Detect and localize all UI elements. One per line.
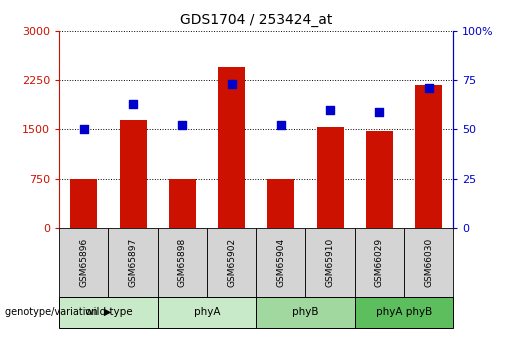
Text: wild type: wild type (84, 307, 132, 317)
Text: genotype/variation  ▶: genotype/variation ▶ (5, 307, 112, 317)
FancyBboxPatch shape (355, 297, 453, 328)
Text: GSM65898: GSM65898 (178, 238, 187, 287)
Point (375, 109, 384, 115)
Point (178, 123, 186, 128)
Text: GSM65897: GSM65897 (129, 238, 138, 287)
Bar (218, 67, 245, 228)
Bar (317, 127, 344, 228)
FancyBboxPatch shape (59, 228, 109, 297)
Title: GDS1704 / 253424_at: GDS1704 / 253424_at (180, 13, 332, 27)
Bar (366, 131, 393, 228)
Text: phyA phyB: phyA phyB (376, 307, 432, 317)
FancyBboxPatch shape (158, 228, 207, 297)
FancyBboxPatch shape (256, 228, 305, 297)
Text: GSM65896: GSM65896 (79, 238, 89, 287)
Bar (415, 85, 442, 228)
Bar (119, 119, 147, 228)
Bar (71, 178, 97, 228)
Text: phyB: phyB (292, 307, 319, 317)
Point (424, 85, 433, 91)
FancyBboxPatch shape (305, 228, 355, 297)
Text: GSM65910: GSM65910 (325, 238, 335, 287)
Text: GSM66029: GSM66029 (375, 238, 384, 287)
FancyBboxPatch shape (256, 297, 355, 328)
Text: GSM65902: GSM65902 (227, 238, 236, 287)
Point (228, 81, 236, 87)
Point (326, 107, 334, 112)
Text: phyA: phyA (194, 307, 220, 317)
FancyBboxPatch shape (59, 297, 158, 328)
FancyBboxPatch shape (207, 228, 256, 297)
Point (129, 101, 137, 107)
Text: GSM66030: GSM66030 (424, 238, 433, 287)
FancyBboxPatch shape (109, 228, 158, 297)
FancyBboxPatch shape (158, 297, 256, 328)
Bar (267, 178, 295, 228)
Bar (169, 178, 196, 228)
Point (80, 127, 88, 132)
FancyBboxPatch shape (404, 228, 453, 297)
Text: GSM65904: GSM65904 (277, 238, 285, 287)
FancyBboxPatch shape (355, 228, 404, 297)
Point (277, 123, 285, 128)
